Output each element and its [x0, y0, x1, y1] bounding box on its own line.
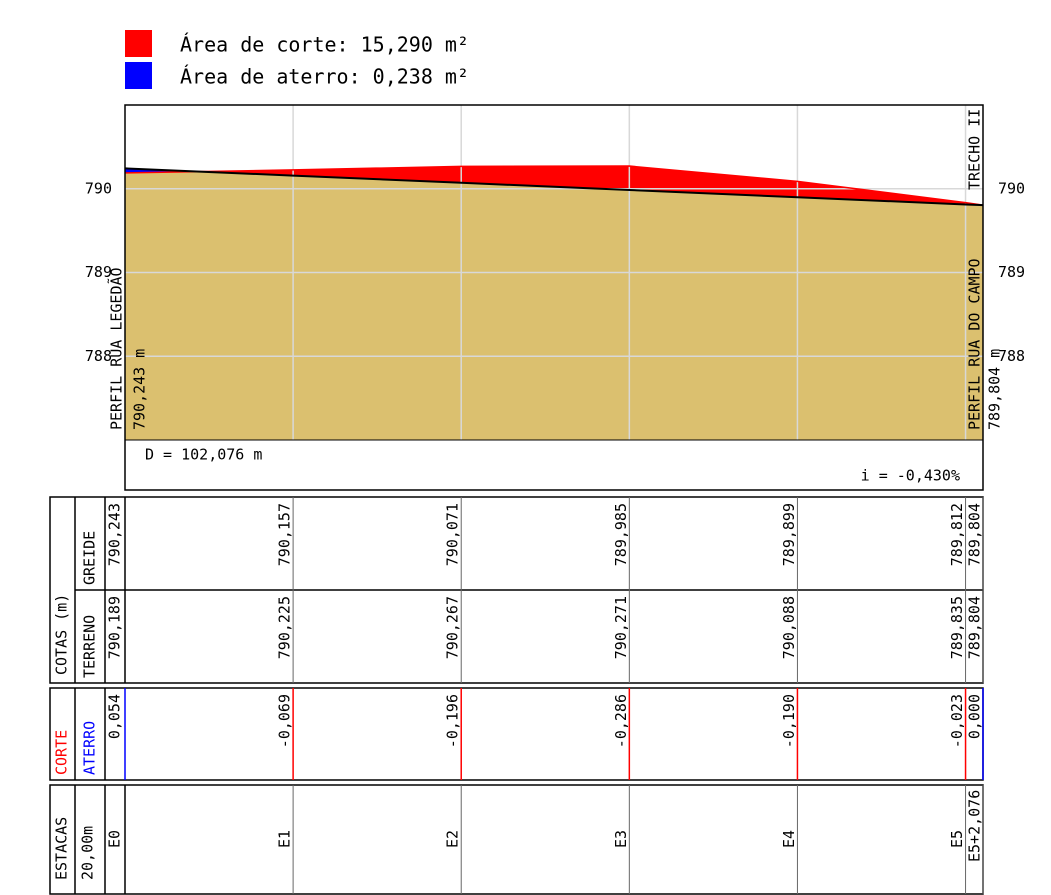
station-label: E0	[106, 830, 124, 848]
fill-swatch	[125, 62, 152, 89]
terreno-value: 790,225	[276, 596, 294, 659]
cutfill-value: 0,000	[966, 694, 984, 739]
greide-value: 789,804	[966, 503, 984, 566]
greide-value: 790,243	[106, 503, 124, 566]
cutfill-value: -0,069	[276, 694, 294, 748]
station-spacing: 20,00m	[79, 826, 97, 880]
cutfill-value: 0,054	[106, 694, 124, 739]
y-tick-label: 788	[85, 347, 112, 365]
distance-label: D = 102,076 m	[145, 446, 262, 464]
corte-heading: CORTE	[53, 730, 71, 775]
y2-tick-label: 788	[998, 347, 1025, 365]
section-title: TRECHO II	[966, 109, 984, 190]
greide-value: 790,071	[444, 503, 462, 566]
cutfill-value: -0,190	[780, 694, 798, 748]
terreno-value: 789,835	[948, 596, 966, 659]
terreno-value: 790,267	[444, 596, 462, 659]
y-tick-label: 790	[85, 179, 112, 197]
plot-frame	[124, 104, 984, 491]
cutfill-value: -0,286	[612, 694, 630, 748]
cutfill-table	[49, 687, 984, 781]
cutfill-value: -0,196	[444, 694, 462, 748]
greide-value: 790,157	[276, 503, 294, 566]
y-tick-label: 789	[85, 263, 112, 281]
terreno-heading: TERRENO	[81, 615, 99, 678]
station-label: E5	[948, 830, 966, 848]
legend-cut: Área de corte: 15,290 m²	[180, 33, 469, 57]
start-label: PERFIL RUA LEGEDÃO	[107, 267, 126, 430]
station-label: E4	[780, 830, 798, 848]
grade-line	[124, 167, 984, 207]
terreno-value: 790,088	[780, 596, 798, 659]
aterro-heading: ATERRO	[81, 721, 99, 775]
cutfill-value: -0,023	[948, 694, 966, 748]
end-label: PERFIL RUA DO CAMPO	[966, 258, 984, 430]
levels-heading: COTAS (m)	[53, 594, 71, 675]
stations-table	[49, 784, 984, 895]
terrain-line	[124, 165, 984, 206]
end-elevation: 789,804 m	[986, 349, 1004, 430]
station-label: E1	[276, 830, 294, 848]
station-label: E2	[444, 830, 462, 848]
ground-fill	[125, 168, 983, 440]
greide-value: 789,985	[612, 503, 630, 566]
station-label: E5+2,076	[966, 790, 984, 862]
terreno-value: 790,271	[612, 596, 630, 659]
legend-fill: Área de aterro: 0,238 m²	[180, 65, 469, 89]
greide-heading: GREIDE	[81, 531, 99, 585]
terreno-value: 790,189	[106, 596, 124, 659]
greide-value: 789,899	[780, 503, 798, 566]
y2-tick-label: 789	[998, 263, 1025, 281]
slope-label: i = -0,430%	[861, 467, 960, 485]
stations-heading: ESTACAS	[53, 817, 71, 880]
terreno-value: 789,804	[966, 596, 984, 659]
station-label: E3	[612, 830, 630, 848]
y2-tick-label: 790	[998, 179, 1025, 197]
start-elevation: 790,243 m	[131, 349, 149, 430]
cut-swatch	[125, 30, 152, 57]
greide-value: 789,812	[948, 503, 966, 566]
